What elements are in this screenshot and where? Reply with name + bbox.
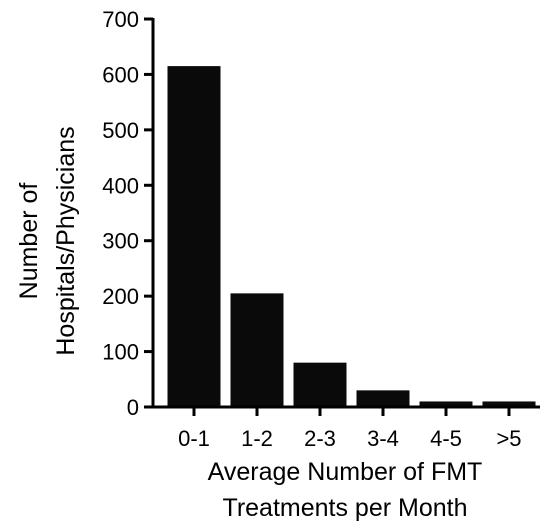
x-tick-label: 2-3 bbox=[304, 426, 336, 451]
x-axis-title-line-1: Average Number of FMT bbox=[208, 458, 483, 486]
x-axis-ticks: 0-1 1-2 2-3 3-4 4-5 >5 bbox=[178, 407, 522, 451]
y-axis-ticks: 0 100 200 300 400 500 600 700 bbox=[102, 7, 153, 420]
x-tick-label: 0-1 bbox=[178, 426, 210, 451]
bar-0 bbox=[167, 66, 221, 407]
x-tick-label: 3-4 bbox=[367, 426, 399, 451]
bar-4 bbox=[419, 401, 473, 407]
y-tick-label: 600 bbox=[102, 62, 139, 87]
y-axis-title-line-2: Hospitals/Physicians bbox=[52, 126, 80, 355]
bar-2 bbox=[293, 362, 347, 407]
y-axis-title-line-1: Number of bbox=[15, 183, 43, 300]
bar-3 bbox=[356, 390, 410, 407]
x-tick-label: 1-2 bbox=[241, 426, 273, 451]
y-tick-label: 200 bbox=[102, 284, 139, 309]
y-tick-label: 400 bbox=[102, 173, 139, 198]
bars bbox=[167, 66, 536, 407]
y-tick-label: 0 bbox=[127, 395, 139, 420]
x-tick-label: 4-5 bbox=[430, 426, 462, 451]
bar-1 bbox=[230, 293, 284, 407]
y-tick-label: 300 bbox=[102, 229, 139, 254]
x-axis-title-line-2: Treatments per Month bbox=[222, 494, 467, 522]
y-tick-label: 100 bbox=[102, 340, 139, 365]
x-tick-label: >5 bbox=[496, 426, 521, 451]
y-tick-label: 500 bbox=[102, 118, 139, 143]
bar-5 bbox=[482, 401, 536, 407]
y-tick-label: 700 bbox=[102, 7, 139, 32]
